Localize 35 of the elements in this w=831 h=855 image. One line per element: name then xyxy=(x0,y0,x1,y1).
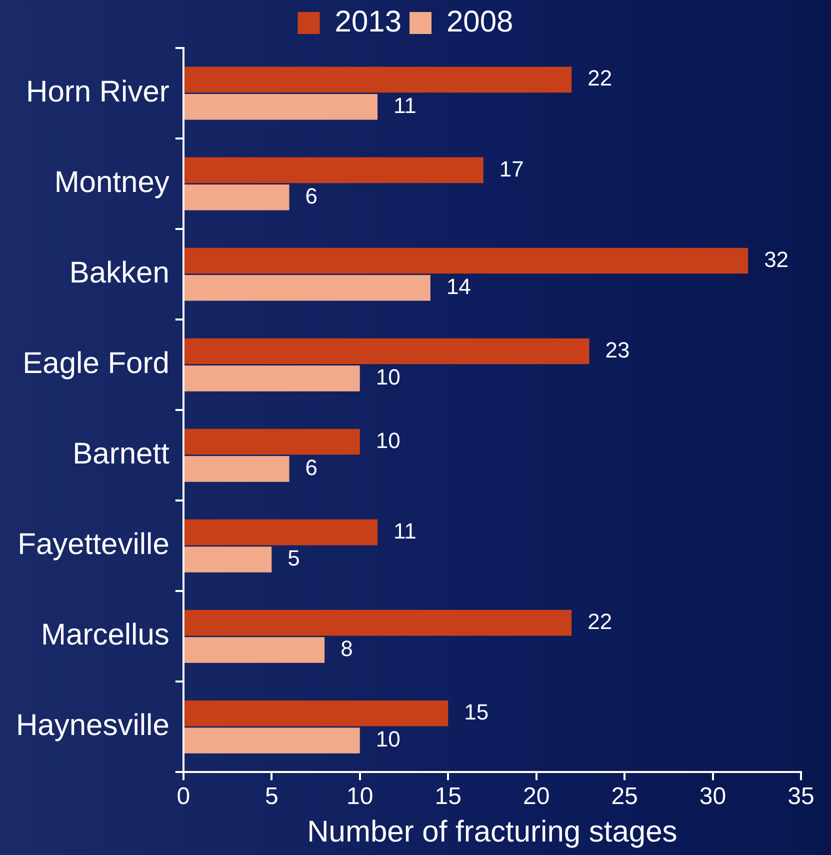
data-label: 8 xyxy=(340,636,353,662)
data-label: 5 xyxy=(288,546,300,571)
x-tick-label: 20 xyxy=(522,783,550,810)
y-tick-label: Marcellus xyxy=(41,618,170,652)
data-label: 6 xyxy=(305,183,318,208)
y-tick-label: Haynesville xyxy=(16,709,170,742)
data-label: 22 xyxy=(588,66,612,91)
data-label: 10 xyxy=(376,726,400,752)
data-label: 23 xyxy=(605,337,630,362)
data-label: 17 xyxy=(499,156,524,182)
data-label: 11 xyxy=(394,92,416,118)
y-tick-label: Montney xyxy=(54,166,170,200)
data-label: 22 xyxy=(588,608,612,634)
x-tick-label: 35 xyxy=(788,783,814,810)
data-label: 10 xyxy=(376,428,400,453)
y-tick-label: Eagle Ford xyxy=(22,347,170,380)
legend-label: 2013 xyxy=(334,5,402,38)
data-label: 14 xyxy=(446,274,471,299)
y-tick-label: Bakken xyxy=(69,256,170,290)
data-label: 32 xyxy=(764,246,789,272)
y-tick-label: Fayetteville xyxy=(18,528,170,562)
y-tick-label: Barnett xyxy=(72,438,170,471)
data-label: 11 xyxy=(394,518,416,544)
y-tick-label: Horn River xyxy=(26,76,170,109)
data-label: 10 xyxy=(376,364,400,390)
x-tick-label: 25 xyxy=(611,783,638,810)
x-tick-label: 5 xyxy=(264,783,278,810)
data-label: 15 xyxy=(464,699,489,724)
x-tick-label: 15 xyxy=(434,783,462,810)
x-axis-title: Number of fracturing stages xyxy=(307,815,678,848)
legend-label: 2008 xyxy=(446,5,514,38)
x-tick-label: 30 xyxy=(699,783,726,810)
data-label: 6 xyxy=(305,455,318,480)
x-tick-label: 0 xyxy=(176,783,190,810)
x-tick-label: 10 xyxy=(346,783,374,810)
